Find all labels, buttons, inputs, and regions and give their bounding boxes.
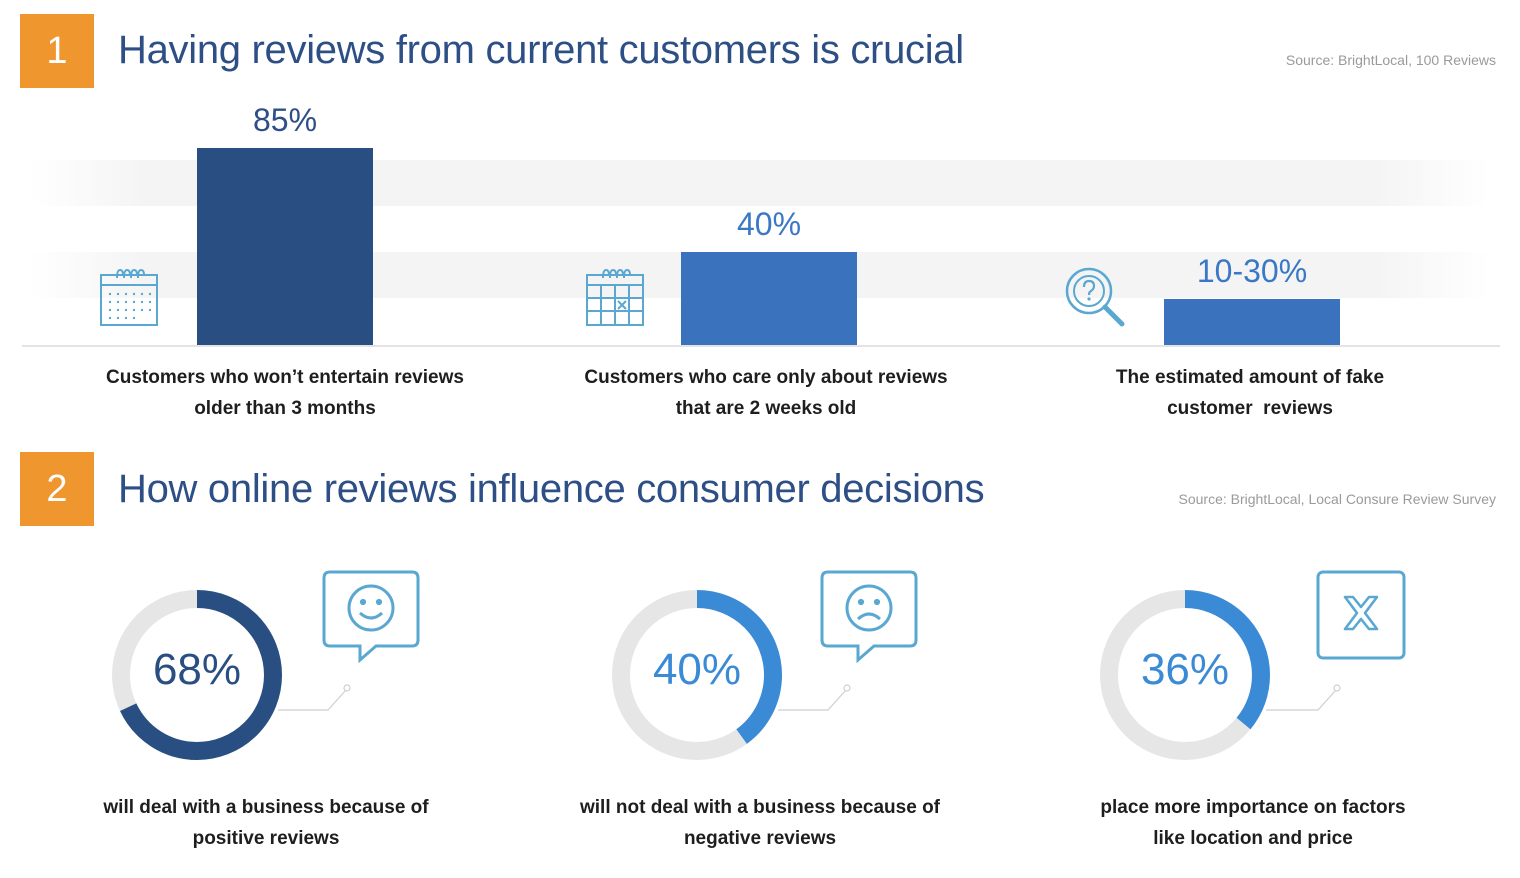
x-box-icon bbox=[1316, 570, 1406, 660]
donut-arc bbox=[1100, 590, 1270, 760]
bar-value-label: 85% bbox=[252, 101, 318, 138]
smiley-bubble-icon bbox=[322, 570, 420, 664]
bar-category-label: The estimated amount of fake customer re… bbox=[1115, 367, 1385, 419]
bar-value-label: 40% bbox=[736, 206, 802, 243]
calendar-marked-icon bbox=[586, 268, 644, 326]
donut-value-label: 68% bbox=[152, 645, 242, 694]
bar-value-label: 10-30% bbox=[1196, 252, 1308, 289]
question-magnifier-icon bbox=[1065, 267, 1125, 327]
section-1-badge: 1 bbox=[20, 14, 94, 88]
donut-caption: will deal with a business because of pos… bbox=[103, 797, 429, 849]
bar-customers-3-months bbox=[197, 147, 373, 345]
chart-baseline bbox=[22, 345, 1500, 347]
donut-value-label: 40% bbox=[652, 645, 742, 694]
bar-category-label: Customers who won’t entertain reviews ol… bbox=[106, 367, 464, 419]
bar-category-label: Customers who care only about reviews th… bbox=[584, 367, 948, 419]
bar-customers-2-weeks bbox=[681, 252, 857, 345]
donut-value-label: 36% bbox=[1140, 645, 1230, 694]
donut-caption: place more importance on factors like lo… bbox=[1100, 797, 1406, 849]
donut-caption: will not deal with a business because of… bbox=[579, 797, 941, 849]
donut-arc bbox=[612, 590, 782, 760]
section-1-title: Having reviews from current customers is… bbox=[118, 28, 964, 72]
section-2-title: How online reviews influence consumer de… bbox=[118, 467, 985, 511]
section-2-badge: 2 bbox=[20, 452, 94, 526]
section-2-source: Source: BrightLocal, Local Consure Revie… bbox=[1178, 491, 1497, 507]
section-1-source: Source: BrightLocal, 100 Reviews bbox=[1285, 52, 1496, 68]
bar-fake-reviews bbox=[1164, 298, 1340, 345]
sad-bubble-icon bbox=[820, 570, 918, 664]
donut-arc bbox=[112, 590, 282, 760]
calendar-icon bbox=[100, 268, 158, 326]
